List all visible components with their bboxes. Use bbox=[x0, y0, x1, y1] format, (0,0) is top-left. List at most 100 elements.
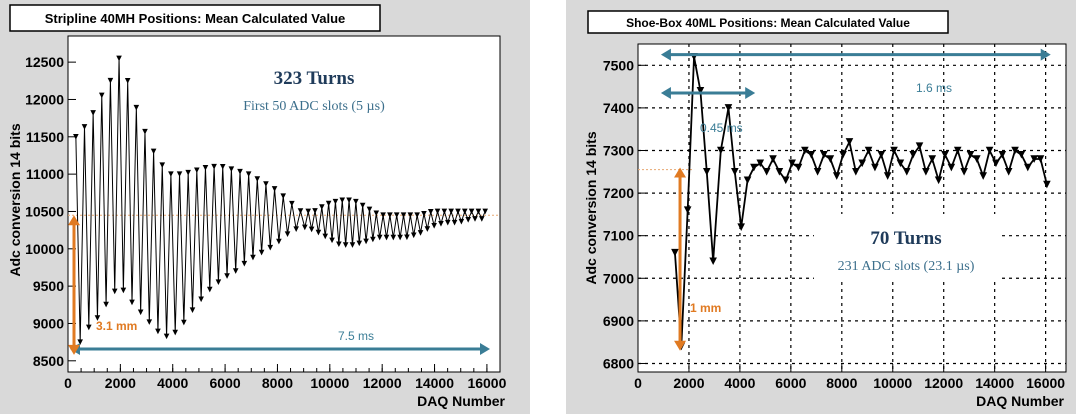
data-point bbox=[973, 155, 981, 163]
data-point bbox=[81, 124, 88, 130]
left-amplitude-arrow-head-top bbox=[68, 215, 80, 226]
data-point bbox=[934, 176, 943, 185]
data-point bbox=[947, 163, 956, 172]
y-tick-label: 8500 bbox=[33, 353, 64, 369]
data-point bbox=[455, 208, 461, 215]
data-point bbox=[731, 167, 739, 176]
data-point bbox=[155, 328, 161, 335]
data-point bbox=[979, 172, 988, 180]
data-point bbox=[293, 226, 299, 232]
data-point bbox=[985, 146, 994, 155]
data-point bbox=[176, 171, 183, 177]
y-tick-label: 6800 bbox=[603, 355, 634, 371]
right-x-axis-label: DAQ Number bbox=[976, 393, 1064, 409]
data-point bbox=[224, 273, 230, 279]
x-tick-label: 2000 bbox=[105, 375, 136, 391]
data-point bbox=[276, 238, 282, 245]
data-point bbox=[322, 233, 329, 240]
right-time-arrow-2-head-right bbox=[745, 86, 756, 99]
data-point bbox=[228, 166, 235, 173]
data-point bbox=[871, 163, 879, 172]
x-tick-label: 10000 bbox=[873, 375, 912, 391]
data-point bbox=[124, 78, 131, 84]
data-point bbox=[271, 186, 278, 192]
right-box-title: 70 Turns bbox=[870, 228, 941, 249]
data-point bbox=[750, 163, 758, 172]
data-point bbox=[103, 301, 109, 308]
data-point bbox=[339, 197, 346, 204]
data-point bbox=[883, 172, 892, 180]
data-point bbox=[159, 162, 166, 168]
left-annotation-box bbox=[218, 57, 410, 129]
data-point bbox=[146, 319, 153, 325]
data-point bbox=[941, 150, 949, 159]
data-point bbox=[702, 167, 711, 176]
data-point bbox=[289, 200, 295, 207]
x-tick-label: 8000 bbox=[826, 375, 857, 391]
data-point bbox=[325, 200, 332, 207]
data-point bbox=[211, 163, 217, 170]
x-tick-label: 12000 bbox=[924, 375, 963, 391]
left-box-subtitle: First 50 ADC slots (5 µs) bbox=[243, 99, 385, 114]
data-point bbox=[263, 181, 269, 187]
data-point bbox=[1017, 150, 1026, 159]
data-point bbox=[312, 208, 318, 214]
right-annotation-box bbox=[814, 214, 998, 282]
data-point bbox=[370, 236, 376, 243]
data-point bbox=[280, 193, 287, 200]
data-point bbox=[769, 155, 777, 163]
right-time-arrow-1-head-right bbox=[1040, 48, 1051, 61]
data-point bbox=[775, 167, 784, 176]
left-chart-title-box bbox=[9, 4, 381, 32]
data-point bbox=[966, 150, 975, 159]
data-point bbox=[417, 230, 424, 236]
data-point bbox=[336, 241, 342, 248]
y-tick-label: 12500 bbox=[25, 54, 64, 70]
data-point bbox=[172, 329, 179, 336]
data-point bbox=[86, 324, 92, 331]
data-point bbox=[116, 55, 122, 62]
x-tick-label: 16000 bbox=[1026, 375, 1065, 391]
data-point bbox=[366, 206, 373, 213]
data-point bbox=[414, 212, 420, 218]
data-point bbox=[461, 208, 468, 215]
data-point bbox=[215, 279, 222, 285]
data-point bbox=[434, 208, 441, 215]
left-horizontal-label: 7.5 ms bbox=[338, 329, 374, 343]
data-point bbox=[756, 159, 765, 168]
data-point bbox=[232, 268, 239, 274]
data-point bbox=[393, 212, 400, 218]
data-point bbox=[877, 150, 886, 159]
data-point bbox=[845, 138, 854, 146]
y-tick-label: 7300 bbox=[603, 142, 634, 158]
data-point bbox=[400, 212, 407, 218]
data-point bbox=[258, 249, 265, 256]
left-vertical-label: 3.1 mm bbox=[96, 319, 137, 333]
data-point bbox=[482, 208, 489, 215]
data-point bbox=[737, 223, 745, 231]
data-point bbox=[953, 146, 962, 155]
data-point bbox=[376, 234, 383, 241]
right-y-axis-label: Adc conversion 14 bits bbox=[583, 131, 599, 284]
data-point bbox=[1030, 155, 1038, 163]
data-point bbox=[1011, 146, 1019, 155]
data-point bbox=[864, 146, 873, 155]
x-tick-label: 6000 bbox=[775, 375, 806, 391]
data-point bbox=[960, 167, 968, 176]
data-point bbox=[781, 176, 790, 185]
data-point bbox=[407, 212, 414, 218]
data-point bbox=[444, 219, 451, 226]
y-tick-label: 10500 bbox=[25, 203, 64, 219]
x-tick-label: 8000 bbox=[262, 375, 293, 391]
data-point bbox=[724, 104, 733, 112]
data-point bbox=[922, 167, 930, 176]
data-point bbox=[202, 164, 209, 171]
data-point bbox=[839, 150, 847, 159]
data-point bbox=[241, 260, 248, 267]
x-tick-label: 4000 bbox=[724, 375, 755, 391]
x-tick-label: 14000 bbox=[975, 375, 1014, 391]
data-point bbox=[346, 197, 352, 204]
data-point bbox=[189, 307, 196, 314]
x-tick-label: 6000 bbox=[210, 375, 241, 391]
right-time-arrow-2-head-left bbox=[660, 86, 671, 99]
